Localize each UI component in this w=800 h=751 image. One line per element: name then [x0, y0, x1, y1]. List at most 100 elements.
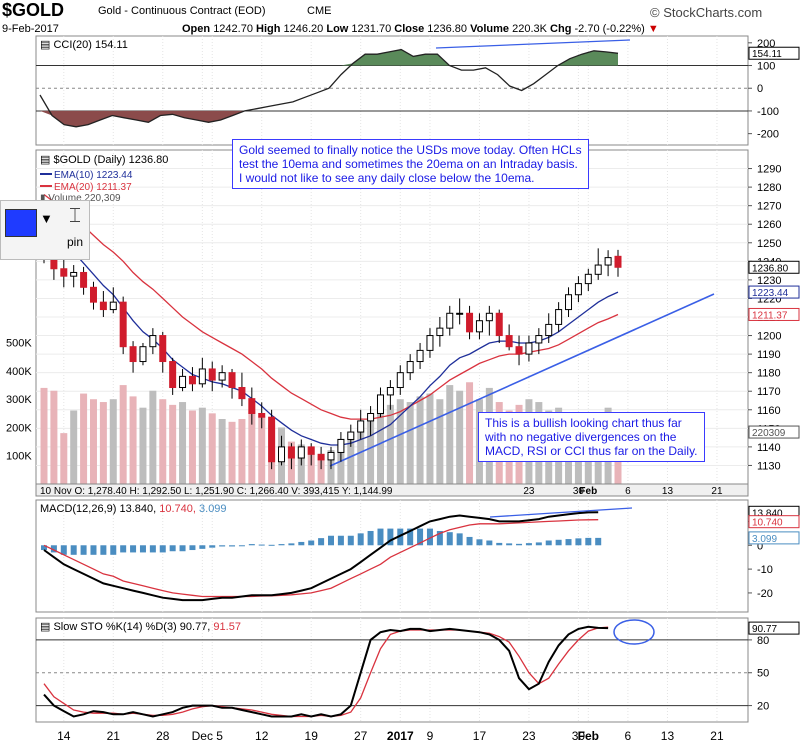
stochastic-panel	[35, 617, 749, 723]
volume-bar	[258, 416, 266, 484]
macd-histogram-bar	[50, 545, 57, 553]
macd-value-tag-box	[748, 531, 800, 545]
macd-axis-tick-label: -10	[757, 564, 773, 576]
candle-body	[208, 368, 216, 381]
volume-bar	[179, 402, 187, 484]
macd-histogram-bar	[545, 540, 552, 546]
candle-body	[179, 375, 187, 389]
cci-value-tag: 154.11	[752, 49, 782, 60]
macd-histogram-bar	[90, 545, 97, 555]
macd-histogram-bar	[139, 545, 146, 553]
support-trend-line	[329, 293, 715, 467]
candle-body	[337, 438, 345, 453]
macd-histogram-bar	[535, 542, 542, 546]
x-axis-label: 19	[305, 729, 319, 743]
change-label: Chg	[550, 23, 572, 35]
price-axis-tick-label: 1260	[757, 219, 781, 231]
macd-histogram-bar	[328, 535, 334, 546]
pin-label[interactable]: pin	[67, 235, 84, 249]
price-axis-tick-label: 1230	[757, 275, 781, 287]
ohlc-readout-bar	[35, 483, 749, 497]
annotation-note-ema: Gold seemed to finally notice the USDs m…	[232, 139, 589, 189]
macd-histogram-bar	[466, 536, 473, 546]
macd-histogram-bar	[436, 530, 443, 546]
macd-histogram-bar	[278, 544, 285, 546]
x-axis-label: 14	[57, 729, 71, 743]
volume-bar	[307, 447, 315, 484]
cci-value-tag-box	[748, 46, 800, 60]
candle-body	[376, 394, 384, 414]
x-axis-label: 28	[156, 729, 170, 743]
price-axis-tick-label: 1270	[757, 201, 781, 213]
price-x-label: 30	[573, 486, 585, 497]
x-axis-label: 17	[473, 729, 487, 743]
candle-body	[109, 301, 117, 311]
candle-body	[70, 271, 78, 277]
macd-title-part: 10.740,	[159, 503, 199, 515]
macd-histogram-bar	[229, 545, 236, 547]
ohlc-line: Open 1242.70 High 1246.20 Low 1231.70 Cl…	[182, 23, 659, 35]
chevron-down-icon[interactable]: ▼	[40, 211, 53, 226]
price-axis-tick-label: 1130	[757, 460, 781, 472]
cci-axis-tick-label: -100	[757, 106, 779, 118]
volume-bar	[89, 399, 97, 484]
candle-body	[416, 349, 424, 363]
stochastic-highlight-circle	[613, 619, 655, 645]
candle-body	[515, 346, 523, 355]
volume-bar	[149, 390, 157, 484]
candle-body	[287, 446, 295, 459]
cci-divergence-line	[435, 39, 631, 49]
volume-legend: ▮ Volume 220,309	[40, 193, 121, 204]
macd-histogram-bar	[318, 538, 325, 546]
macd-histogram-bar	[298, 541, 305, 546]
price-value-tag: 1223.44	[752, 288, 789, 299]
volume-bar	[139, 407, 147, 484]
macd-histogram-bar	[347, 535, 354, 546]
annotation-color-widget[interactable]: ▼ ⌶ pin	[0, 200, 90, 260]
color-swatch[interactable]	[5, 209, 37, 237]
candle-body	[574, 283, 582, 296]
x-axis-label: 21	[710, 729, 724, 743]
x-axis-label: 30	[572, 729, 586, 743]
stochastic-title-part: 91.57	[213, 621, 241, 633]
candle-body	[169, 361, 177, 389]
close-label: Close	[394, 23, 425, 35]
candle-body	[386, 387, 394, 396]
macd-histogram-bar	[565, 539, 572, 546]
price-axis-tick-label: 1160	[757, 405, 781, 417]
macd-histogram-bar	[238, 545, 245, 547]
volume-bar	[446, 385, 454, 484]
macd-histogram-bar	[80, 545, 87, 555]
candle-body	[396, 372, 404, 389]
candle-body	[436, 327, 444, 337]
candle-body	[327, 451, 335, 461]
candle-body	[604, 257, 612, 266]
macd-histogram-bar	[209, 545, 216, 548]
candle-body	[258, 412, 266, 418]
volume-bar	[70, 410, 78, 484]
macd-histogram-bar	[189, 545, 196, 551]
volume-label: Volume	[470, 23, 510, 35]
stochastic-title-part: 90.77,	[180, 621, 214, 633]
macd-histogram-bar	[120, 545, 127, 553]
macd-histogram-bar	[149, 545, 156, 553]
change-value: -2.70 (-0.22%)	[574, 23, 645, 35]
macd-histogram-bar	[585, 537, 592, 546]
macd-histogram-bar	[248, 544, 255, 546]
macd-panel	[35, 499, 749, 613]
price-x-label: 23	[523, 486, 535, 497]
macd-histogram-bar	[575, 538, 582, 546]
candle-body	[584, 273, 592, 285]
volume-bar	[367, 416, 375, 484]
macd-histogram-bar	[179, 545, 186, 552]
x-axis-label: 27	[354, 729, 368, 743]
macd-value-tag: 13.840	[752, 508, 783, 519]
exchange-label: CME	[307, 5, 332, 17]
candle-body	[545, 323, 553, 337]
pin-icon[interactable]: ⌶	[69, 205, 81, 227]
candle-body	[248, 398, 256, 414]
candle-body	[426, 335, 434, 351]
change-arrow-icon: ▼	[647, 23, 659, 35]
price-axis-tick-label: 1170	[757, 386, 781, 398]
note-line: MACD, RSI or CCI thus far on the Daily.	[485, 444, 698, 458]
